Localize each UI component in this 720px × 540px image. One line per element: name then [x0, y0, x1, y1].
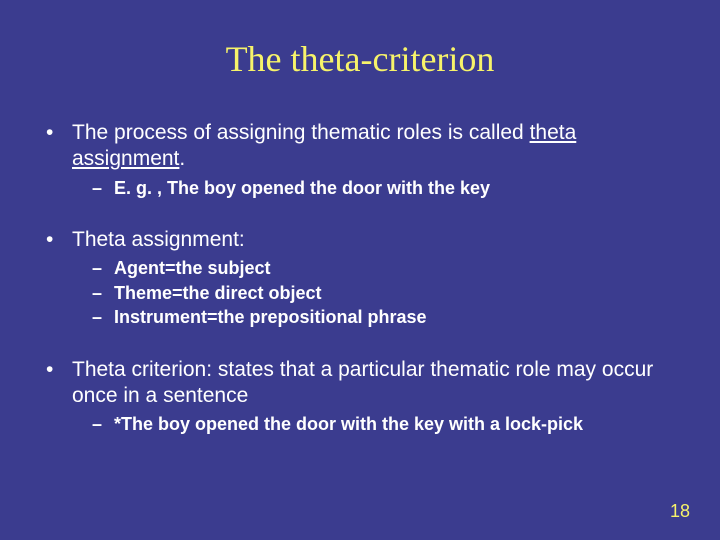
- bullet-l2: – E. g. , The boy opened the door with t…: [92, 177, 676, 200]
- bullet-block-2: • Theta criterion: states that a particu…: [44, 357, 676, 436]
- slide-title: The theta-criterion: [44, 38, 676, 80]
- bullet-l2: – Instrument=the prepositional phrase: [92, 306, 676, 329]
- page-number: 18: [670, 501, 690, 522]
- bullet-l1: • Theta assignment:: [44, 227, 676, 253]
- sub-bullet-text: E. g. , The boy opened the door with the…: [114, 177, 676, 200]
- bullet-text: Theta assignment:: [72, 227, 676, 253]
- dash-icon: –: [92, 306, 114, 329]
- bullet-text: Theta criterion: states that a particula…: [72, 357, 676, 410]
- dash-icon: –: [92, 282, 114, 305]
- bullet-l2: – Agent=the subject: [92, 257, 676, 280]
- dash-icon: –: [92, 257, 114, 280]
- bullet-l1: • The process of assigning thematic role…: [44, 120, 676, 173]
- bullet-text-pre: The process of assigning thematic roles …: [72, 121, 530, 144]
- bullet-dot-icon: •: [44, 227, 72, 253]
- bullet-block-0: • The process of assigning thematic role…: [44, 120, 676, 199]
- sub-bullet-text: *The boy opened the door with the key wi…: [114, 413, 676, 436]
- dash-icon: –: [92, 413, 114, 436]
- bullet-dot-icon: •: [44, 357, 72, 383]
- bullet-text-post: .: [179, 147, 185, 170]
- dash-icon: –: [92, 177, 114, 200]
- bullet-l2: – *The boy opened the door with the key …: [92, 413, 676, 436]
- bullet-l2: – Theme=the direct object: [92, 282, 676, 305]
- bullet-block-1: • Theta assignment: – Agent=the subject …: [44, 227, 676, 329]
- bullet-text-pre: Theta criterion: states that a particula…: [72, 358, 653, 407]
- sub-bullet-text: Agent=the subject: [114, 257, 676, 280]
- bullet-text: The process of assigning thematic roles …: [72, 120, 676, 173]
- sub-bullet-text: Theme=the direct object: [114, 282, 676, 305]
- bullet-l1: • Theta criterion: states that a particu…: [44, 357, 676, 410]
- slide: The theta-criterion • The process of ass…: [0, 0, 720, 540]
- sub-bullet-text: Instrument=the prepositional phrase: [114, 306, 676, 329]
- bullet-dot-icon: •: [44, 120, 72, 146]
- bullet-text-pre: Theta assignment:: [72, 228, 245, 251]
